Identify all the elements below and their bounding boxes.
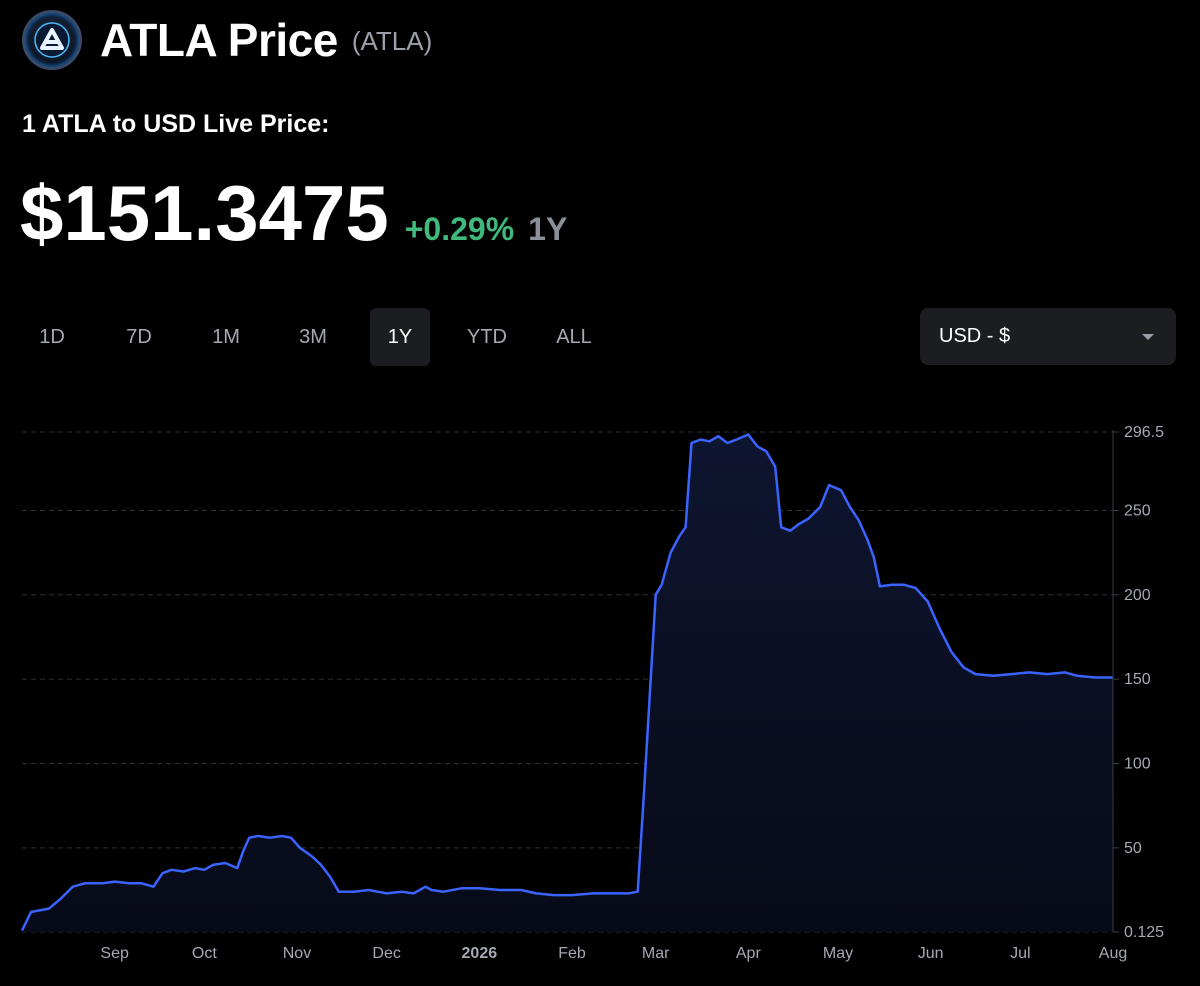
y-tick-label: 0.125 xyxy=(1124,924,1164,941)
x-tick-label: Feb xyxy=(558,945,586,962)
price-chart[interactable]: 296.5 250 200 150 100 50 0.125 Sep Oct Nov Dec 202… xyxy=(0,400,1200,986)
x-tick-label: Jul xyxy=(1010,945,1030,962)
tab-7d[interactable]: 7D xyxy=(126,325,152,348)
currency-select[interactable]: USD - $ xyxy=(920,308,1176,365)
x-tick-label: Apr xyxy=(736,945,762,962)
range-tabs: 1D 7D 1M 3M 1Y YTD ALL xyxy=(22,308,631,366)
x-tick-label: Aug xyxy=(1099,945,1127,962)
current-price: $151.3475 xyxy=(20,169,389,257)
x-tick-label: May xyxy=(823,945,853,962)
y-tick-label: 150 xyxy=(1124,671,1151,688)
tab-3m[interactable]: 3M xyxy=(299,325,327,348)
tab-ytd[interactable]: YTD xyxy=(467,325,507,348)
price-line xyxy=(20,433,1113,932)
header: ATLA Price (ATLA) xyxy=(22,10,432,70)
ticker-symbol: (ATLA) xyxy=(351,25,433,56)
y-tick-label: 50 xyxy=(1124,840,1142,857)
x-tick-label: Oct xyxy=(192,945,217,962)
tab-1d[interactable]: 1D xyxy=(39,325,65,348)
y-tick-label: 296.5 xyxy=(1124,424,1164,441)
y-tick-label: 200 xyxy=(1124,587,1151,604)
live-price-label: 1 ATLA to USD Live Price: xyxy=(22,110,330,138)
atla-logo-icon xyxy=(22,10,82,70)
x-tick-label: Jun xyxy=(918,945,944,962)
x-tick-label: Nov xyxy=(283,945,311,962)
tab-all[interactable]: ALL xyxy=(556,325,592,348)
y-tick-label: 100 xyxy=(1124,756,1151,773)
price-row: $151.3475 +0.29% 1Y xyxy=(20,168,567,259)
tab-1y[interactable]: 1Y xyxy=(370,308,430,366)
price-change: +0.29% xyxy=(404,211,515,247)
tab-1m[interactable]: 1M xyxy=(212,325,240,348)
currency-select-value: USD - $ xyxy=(939,325,1011,347)
page-title: ATLA Price xyxy=(100,14,338,66)
x-tick-label: Mar xyxy=(642,945,670,962)
price-area xyxy=(22,434,1113,932)
x-tick-label: Sep xyxy=(100,945,129,962)
y-tick-label: 250 xyxy=(1124,502,1151,519)
x-tick-label: 2026 xyxy=(462,945,498,962)
chevron-down-icon xyxy=(1142,334,1154,340)
change-period: 1Y xyxy=(528,211,568,247)
x-tick-label: Dec xyxy=(372,945,400,962)
